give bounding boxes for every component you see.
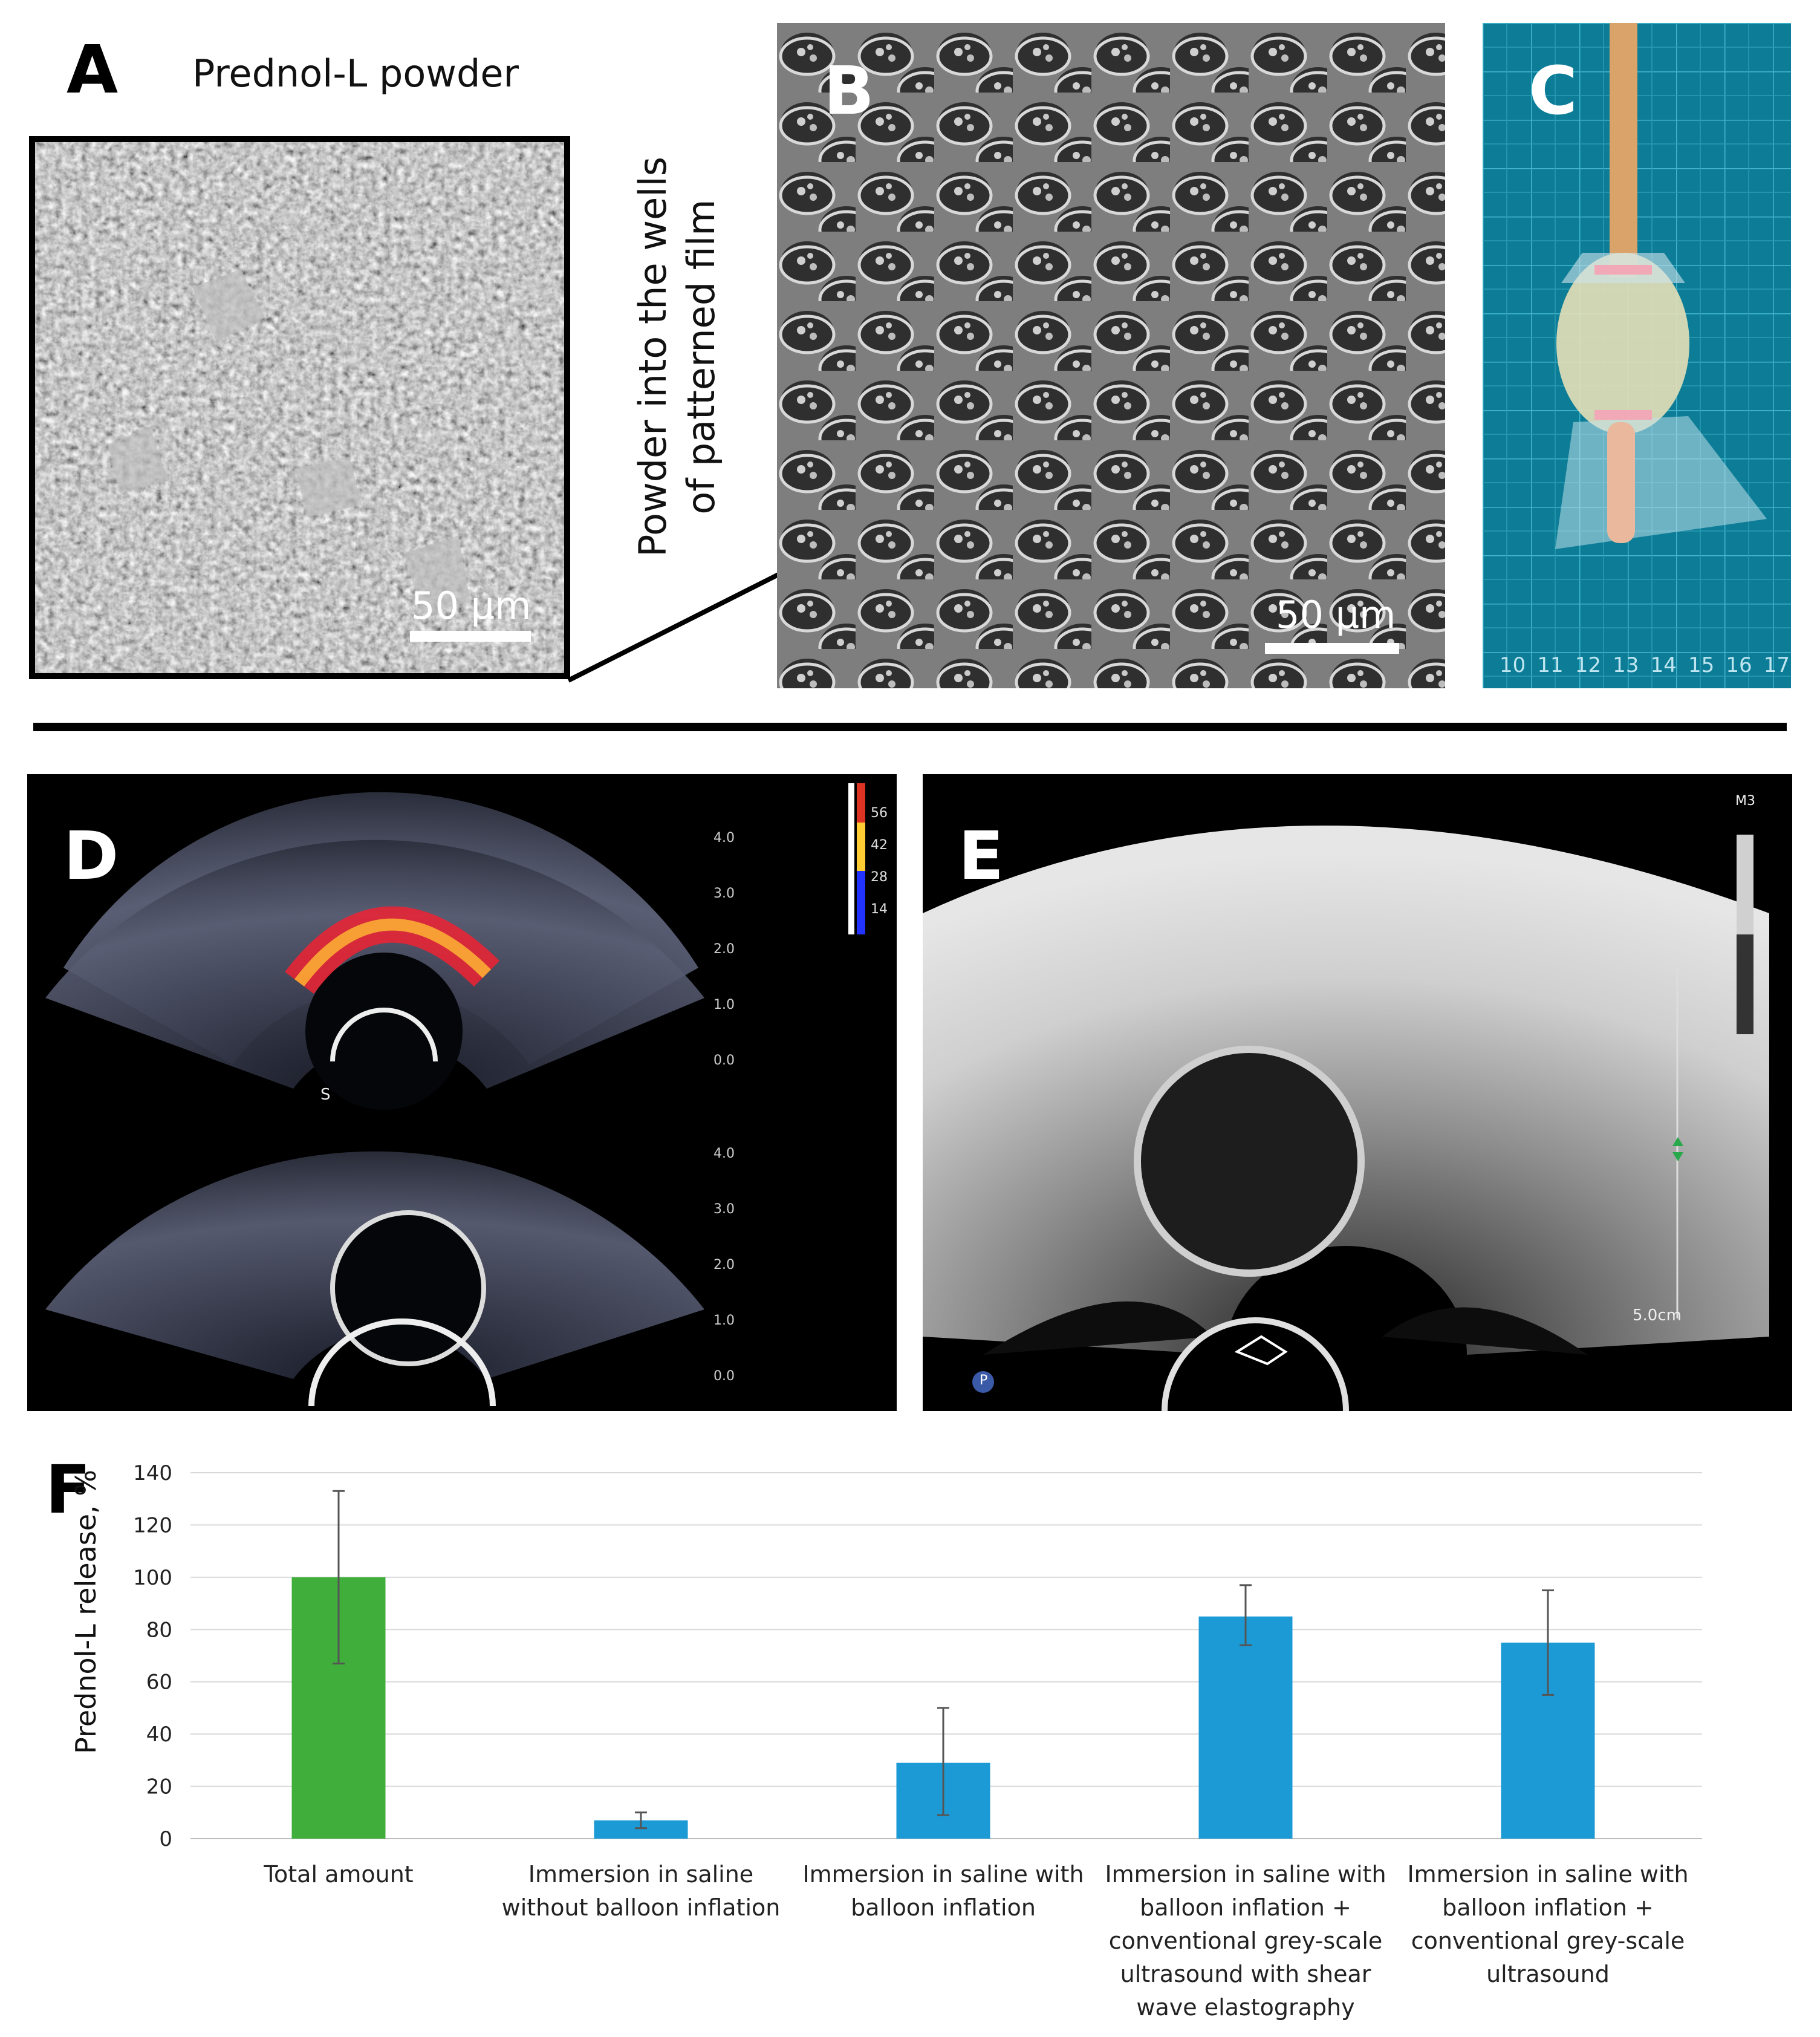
y-tick-label: 40 (146, 1722, 172, 1747)
depth-tick: 0.0 (713, 1369, 735, 1384)
scale-bar-a (410, 631, 531, 642)
colorbar-ticks-d: 56 42 28 14 (871, 797, 888, 925)
y-tick-label: 0 (159, 1827, 172, 1851)
y-tick-label: 60 (146, 1670, 172, 1695)
scale-bar-b (1265, 643, 1399, 654)
probe-label-e: M3 (1735, 794, 1755, 809)
ultrasound-image-d (27, 774, 897, 1411)
depth-tick: 1.0 (713, 997, 735, 1012)
y-tick-label: 100 (133, 1566, 172, 1590)
ruler-tick: 15 (1688, 653, 1715, 677)
depth-tick: 3.0 (713, 886, 735, 901)
x-category-label-line: balloon inflation + (1442, 1894, 1654, 1921)
photo-balloon-catheter (1483, 23, 1791, 688)
x-category-label-line: balloon inflation + (1140, 1894, 1351, 1921)
ruler-tick: 14 (1650, 653, 1677, 677)
x-category-label-line: conventional grey-scale (1108, 1928, 1383, 1954)
panel-letter-a: A (67, 31, 119, 108)
x-category-label-line: ultrasound (1486, 1961, 1610, 1987)
y-tick-label: 20 (146, 1775, 172, 1799)
x-category-label: Total amount (181, 1858, 496, 1891)
depth-scale-d-bottom: 4.0 3.0 2.0 1.0 0.0 (713, 1126, 735, 1404)
sem-image-powder (29, 136, 570, 679)
panel-letter-f: F (45, 1451, 91, 1528)
ruler-tick: 11 (1537, 653, 1564, 677)
x-category-label-line: Total amount (264, 1861, 414, 1888)
panel-letter-b: B (824, 52, 874, 129)
panel-letter-e: E (958, 817, 1004, 895)
x-category-label-line: Immersion in saline with (1105, 1861, 1386, 1888)
x-category-label-line: wave elastography (1136, 1994, 1355, 2021)
colorbar-tick: 14 (871, 902, 888, 917)
depth-label-e: 5.0cm (1633, 1306, 1682, 1325)
ruler-tick: 17 (1763, 653, 1790, 677)
ruler-tick: 16 (1726, 653, 1752, 677)
panel-letter-d: D (63, 817, 119, 895)
scale-bar-label-b: 50 µm (1276, 593, 1396, 637)
ultrasound-image-e (923, 774, 1792, 1411)
bar-chart: 0 20 40 60 80 100 120 140 (133, 1461, 1702, 1851)
depth-scale-d-top: 4.0 3.0 2.0 1.0 0.0 (713, 810, 735, 1089)
colorbar-tick: 28 (871, 870, 888, 885)
x-category-label-line: conventional grey-scale (1411, 1928, 1685, 1954)
side-label-line2: of patterned film (679, 199, 723, 515)
depth-tick: 4.0 (713, 830, 735, 846)
y-tick-label: 120 (133, 1513, 172, 1537)
x-category-label-line: ultrasound with shear (1120, 1961, 1371, 1987)
panel-letter-c: C (1529, 52, 1578, 129)
depth-tick: 2.0 (713, 1257, 735, 1273)
category-labels: Total amount Immersion in saline without b… (0, 1858, 1820, 2033)
x-category-label-line: Immersion in saline with (1407, 1861, 1689, 1888)
badge-p-e: P (980, 1373, 988, 1388)
x-category-label: Immersion in saline with balloon inflatio… (786, 1858, 1100, 1925)
ruler-tick: 13 (1613, 653, 1639, 677)
marker-s-d: S (320, 1086, 331, 1104)
x-category-label-line: Immersion in saline with (802, 1861, 1084, 1888)
x-category-label: Immersion in saline with balloon inflatio… (1391, 1858, 1705, 1991)
x-category-label: Immersion in saline with balloon inflatio… (1088, 1858, 1403, 2024)
panel-a-caption: Prednol-L powder (192, 51, 519, 96)
ruler-tick: 10 (1500, 653, 1526, 677)
y-tick-label: 80 (146, 1618, 172, 1642)
ruler-tick: 12 (1575, 653, 1602, 677)
panel-b-side-label: Powder into the wells of patterned film (629, 145, 726, 569)
y-tick-label: 140 (133, 1461, 172, 1485)
x-category-label-line: Immersion in saline (528, 1861, 754, 1888)
colorbar-tick: 56 (871, 806, 888, 821)
ruler-ticks-c: 10 11 12 13 14 15 16 17 (1500, 653, 1790, 677)
x-category-label: Immersion in saline without balloon infla… (484, 1858, 798, 1925)
depth-tick: 0.0 (713, 1053, 735, 1068)
depth-tick: 4.0 (713, 1146, 735, 1161)
x-category-label-line: without balloon inflation (501, 1894, 781, 1921)
bar (1198, 1616, 1293, 1839)
separator-line (33, 723, 1787, 731)
colorbar-tick: 42 (871, 838, 888, 853)
side-label-line1: Powder into the wells (631, 156, 675, 558)
depth-tick: 1.0 (713, 1313, 735, 1328)
scale-bar-label-a: 50 µm (411, 584, 531, 628)
depth-tick: 2.0 (713, 942, 735, 957)
sem-image-patterned-film (777, 23, 1445, 688)
depth-tick: 3.0 (713, 1202, 735, 1217)
x-category-label-line: balloon inflation (851, 1894, 1036, 1921)
